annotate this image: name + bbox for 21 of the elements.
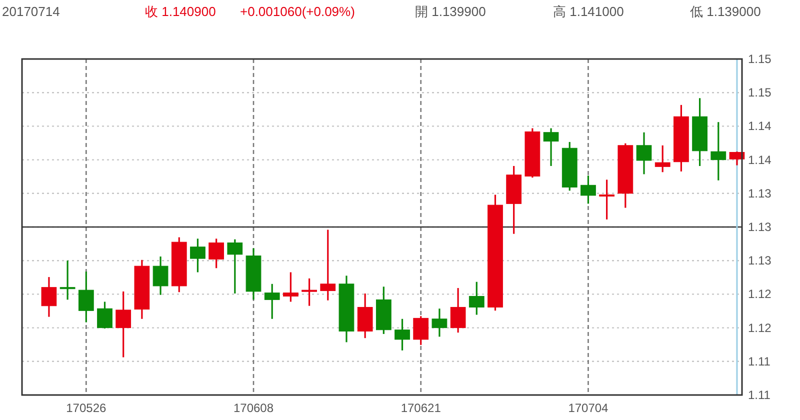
y-tick-label: 1.11: [748, 354, 771, 368]
annotation: 開 1.139900: [415, 4, 486, 19]
annotation: 低 1.139000: [690, 4, 761, 19]
y-tick-label: 1.12: [748, 320, 772, 335]
y-tick-label: 1.13: [748, 186, 772, 200]
y-tick-label: 1.12: [748, 287, 772, 302]
y-tick-label: 1.13: [748, 254, 772, 268]
x-tick-label: 170704: [568, 401, 609, 415]
y-tick-label: 1.14: [748, 152, 772, 167]
annotation: +0.001060(+0.09%): [240, 4, 355, 19]
y-tick-label: 1.14: [748, 119, 772, 134]
title: 20170714: [2, 4, 60, 19]
y-tick-label: 1.15: [748, 86, 772, 100]
annotation: 高 1.141000: [553, 4, 624, 19]
y-tick-label: 1.15: [748, 52, 772, 66]
x-tick-label: 170608: [233, 401, 274, 415]
annotation: 收 1.140900: [145, 4, 216, 19]
y-tick-label: 1.13: [748, 220, 772, 234]
x-tick-label: 170621: [400, 401, 442, 415]
y-tick-label: 1.11: [748, 388, 771, 402]
x-tick-label: 170526: [66, 401, 106, 415]
